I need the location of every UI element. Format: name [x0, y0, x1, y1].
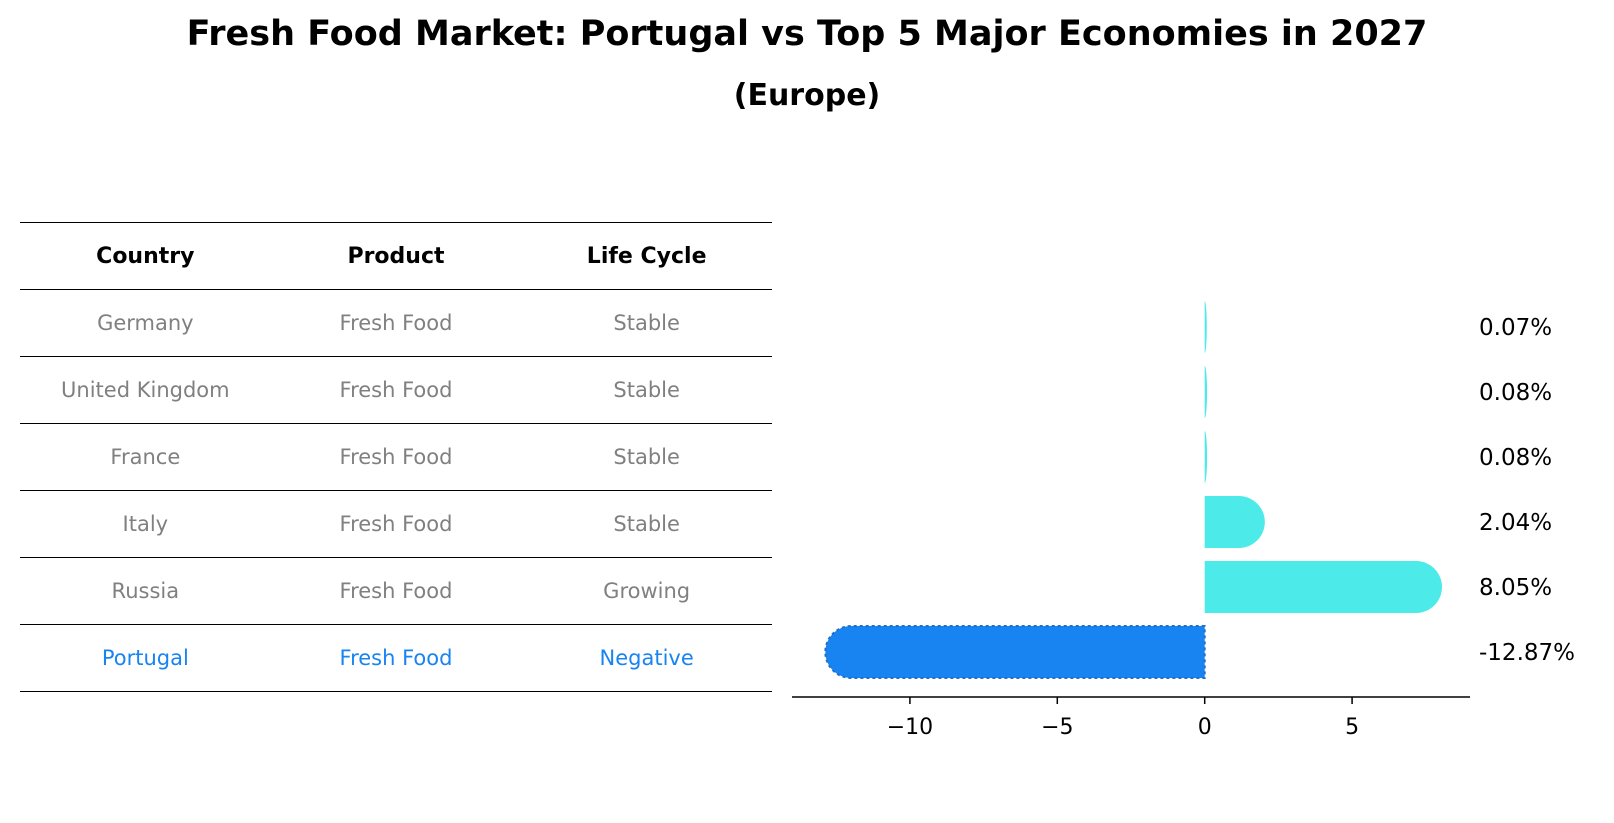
bar-value-label: 2.04% — [1479, 510, 1552, 536]
x-tick-label: −10 — [887, 715, 933, 740]
table-header-row: Country Product Life Cycle — [20, 222, 772, 290]
cell-country: Germany — [20, 289, 271, 357]
cell-product: Fresh Food — [270, 423, 522, 491]
header-life-cycle: Life Cycle — [521, 222, 772, 290]
cell-country: Russia — [20, 557, 271, 625]
bar-united-kingdom — [1204, 366, 1208, 418]
cell-life-cycle: Stable — [521, 289, 772, 357]
cell-country: Portugal — [20, 624, 271, 692]
bar-value-label: 0.08% — [1479, 445, 1552, 471]
cell-product: Fresh Food — [270, 557, 522, 625]
cell-country: United Kingdom — [20, 356, 271, 424]
bar-portugal — [824, 625, 1206, 679]
table-row-highlight: Portugal Fresh Food Negative — [20, 624, 772, 692]
chart-title: Fresh Food Market: Portugal vs Top 5 Maj… — [186, 14, 1428, 54]
cell-country: France — [20, 423, 271, 491]
table-row: United Kingdom Fresh Food Stable — [20, 356, 772, 424]
cell-life-cycle: Stable — [521, 490, 772, 558]
cell-country: Italy — [20, 490, 271, 558]
bar-value-label: 0.08% — [1479, 380, 1552, 406]
cell-product: Fresh Food — [270, 624, 522, 692]
x-tick-label: 5 — [1345, 715, 1359, 740]
bar-value-label: -12.87% — [1479, 640, 1575, 666]
header-country: Country — [20, 222, 271, 290]
table-row: France Fresh Food Stable — [20, 423, 772, 491]
cell-life-cycle: Growing — [521, 557, 772, 625]
bar-value-label: 8.05% — [1479, 575, 1552, 601]
cell-product: Fresh Food — [270, 356, 522, 424]
bar-germany — [1204, 301, 1207, 353]
table-row: Germany Fresh Food Stable — [20, 289, 772, 357]
cell-product: Fresh Food — [270, 490, 522, 558]
cell-product: Fresh Food — [270, 289, 522, 357]
table-row: Russia Fresh Food Growing — [20, 557, 772, 625]
bar-russia — [1204, 561, 1442, 613]
header-product: Product — [270, 222, 522, 290]
cell-life-cycle: Negative — [521, 624, 772, 692]
bar-italy — [1204, 496, 1265, 548]
cell-life-cycle: Stable — [521, 423, 772, 491]
bar-france — [1204, 431, 1208, 483]
chart-subtitle: (Europe) — [733, 78, 881, 113]
bar-value-label: 0.07% — [1479, 315, 1552, 341]
x-tick-label: −5 — [1041, 715, 1073, 740]
data-table: Country Product Life Cycle Germany Fresh… — [20, 222, 772, 692]
table-row: Italy Fresh Food Stable — [20, 490, 772, 558]
x-tick-label: 0 — [1198, 715, 1212, 740]
